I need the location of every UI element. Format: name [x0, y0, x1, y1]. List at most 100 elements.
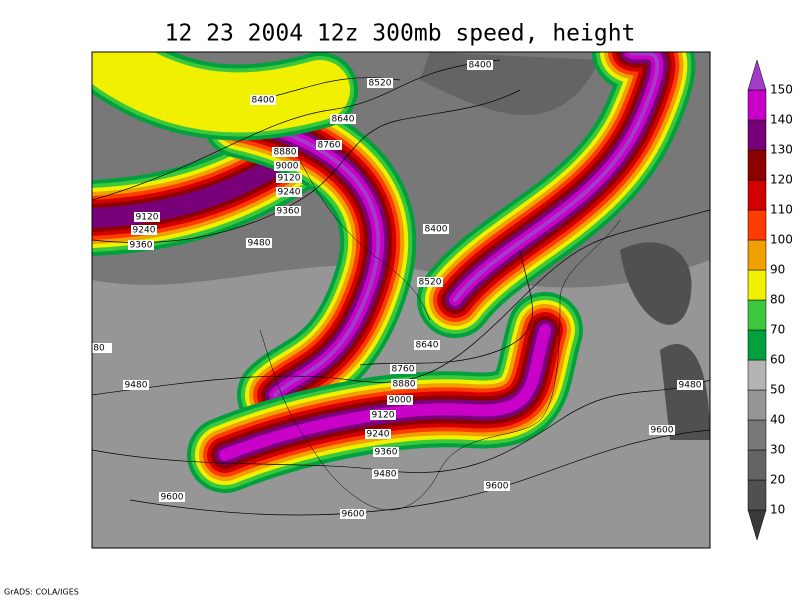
contour-label: 8880 [393, 380, 416, 390]
contour-label: 9120 [372, 411, 395, 421]
contour-label: 9480 [125, 381, 148, 391]
label-box [131, 225, 157, 235]
label-box [92, 343, 112, 353]
contour-label: 8640 [416, 341, 439, 351]
colorbar-label: 110 [770, 203, 793, 217]
label-box [134, 212, 160, 222]
contour-label: 9480 [248, 239, 271, 249]
contour-label: 80 [93, 344, 105, 354]
colorbar-label: 60 [770, 353, 785, 367]
label-box [250, 95, 276, 105]
colorbar-label: 120 [770, 173, 793, 187]
colorbar-box [747, 419, 767, 451]
colorbar-box [747, 269, 767, 301]
label-box [423, 224, 449, 234]
label-box [414, 340, 440, 350]
colorbar-label: 20 [770, 473, 785, 487]
label-box [316, 140, 342, 150]
contour-label: 8880 [274, 148, 297, 158]
colorbar-label: 40 [770, 413, 785, 427]
jet-streams [92, 52, 696, 493]
patch [420, 52, 600, 115]
contour-label: 8760 [392, 365, 415, 375]
colorbar-label: 50 [770, 383, 785, 397]
contours [92, 59, 710, 516]
footer: GrADS: COLA/IGES [4, 588, 79, 597]
label-box [367, 78, 393, 88]
label-box [373, 447, 399, 457]
contour-label: 9480 [374, 470, 397, 480]
label-box [365, 429, 391, 439]
jet-band [219, 324, 551, 461]
contour-label: 8520 [369, 79, 392, 89]
label-box [387, 395, 413, 405]
colorbar-cap [747, 509, 767, 541]
label-box [391, 379, 417, 389]
colorbar-box [747, 239, 767, 271]
contour-label: 8400 [252, 96, 275, 106]
contour-labels: 8400 8520 8400 8640 8760 8880 9000 9120 9240 9360… [92, 60, 703, 520]
contour-label: 9120 [278, 174, 301, 184]
contour-label: 9000 [276, 162, 299, 172]
label-box [276, 187, 302, 197]
colorbar-box [747, 329, 767, 361]
contour-label: 9120 [136, 213, 159, 223]
label-box [417, 277, 443, 287]
label-box [274, 161, 300, 171]
map-field: 8400 8520 8400 8640 8760 8880 9000 9120 9240 9360… [92, 52, 710, 548]
jet-band [238, 118, 381, 397]
label-box [484, 481, 510, 491]
patch [660, 344, 710, 440]
title: 12 23 2004 12z 300mb speed, height [165, 21, 636, 47]
contour-label: 9000 [389, 396, 412, 406]
colorbar-label: 140 [770, 113, 793, 127]
colorbar-box [747, 119, 767, 151]
colorbar-box [747, 209, 767, 241]
contour-label: 8520 [419, 278, 442, 288]
label-box [372, 469, 398, 479]
colorbar-label: 130 [770, 143, 793, 157]
colorbar-label: 100 [770, 233, 793, 247]
colorbar-label: 90 [770, 263, 785, 277]
colorbar-cap [747, 59, 767, 91]
colorbar-box [747, 449, 767, 481]
colorbar-label: 150 [770, 83, 793, 97]
contour-label: 8400 [425, 225, 448, 235]
colorbar-box [747, 359, 767, 391]
label-box [330, 114, 356, 124]
contour-label: 8400 [469, 61, 492, 71]
contour-label: 9240 [133, 226, 156, 236]
contour-label: 9240 [367, 430, 390, 440]
colorbar: 10 20 30 40 50 60 70 80 90 100 110 120 130 140 150 [747, 59, 793, 541]
colorbar-box [747, 179, 767, 211]
contour-label: 9240 [278, 188, 301, 198]
label-box [123, 380, 149, 390]
patch [620, 242, 692, 325]
colorbar-label: 30 [770, 443, 785, 457]
colorbar-label: 70 [770, 323, 785, 337]
colorbar-box [747, 149, 767, 181]
contour-label: 8640 [332, 115, 355, 125]
label-box [340, 509, 366, 519]
label-box [370, 410, 396, 420]
colorbar-box [747, 479, 767, 511]
contour-label: 9600 [342, 510, 365, 520]
jet-band [453, 52, 660, 302]
label-box [467, 60, 493, 70]
map-frame [91, 51, 711, 549]
contour-label: 9360 [277, 207, 300, 217]
contour-label: 9480 [679, 381, 702, 391]
label-box [128, 240, 154, 250]
colorbar-box [747, 389, 767, 421]
jet-band [92, 52, 350, 133]
colorbar-box [747, 299, 767, 331]
label-box [276, 173, 302, 183]
label-box [677, 380, 703, 390]
contour-label: 9600 [486, 482, 509, 492]
label-box [272, 147, 298, 157]
label-box [246, 238, 272, 248]
contour-label: 9360 [130, 241, 153, 251]
contour-label: 9600 [161, 493, 184, 503]
contour-label: 8760 [318, 141, 341, 151]
